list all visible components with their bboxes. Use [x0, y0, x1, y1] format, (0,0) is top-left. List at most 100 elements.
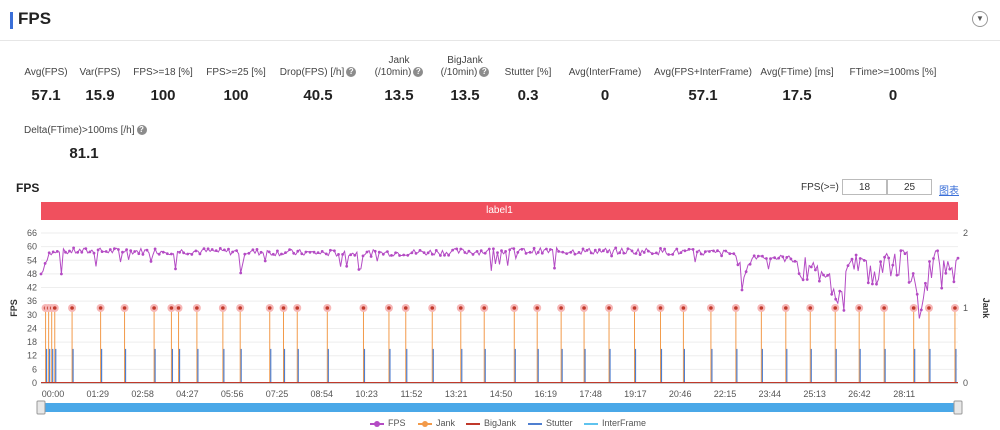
fps-point	[585, 248, 589, 252]
fps-point	[483, 251, 487, 255]
section-header: FPS ▼	[0, 0, 1000, 41]
fps-point	[345, 264, 349, 268]
help-icon[interactable]: ?	[413, 67, 424, 78]
fps-point	[406, 253, 410, 257]
legend-item-interframe[interactable]: InterFrame	[584, 418, 646, 428]
fps-point	[137, 252, 141, 256]
bigjank-point	[953, 306, 957, 310]
fps-point	[805, 278, 809, 281]
stat-label-sub: (/10min)?	[339, 67, 459, 79]
x-tick-label: 19:17	[624, 389, 647, 399]
x-tick-label: 14:50	[490, 389, 513, 399]
help-icon[interactable]: ?	[136, 125, 147, 136]
fps-point	[622, 251, 626, 255]
fps-point	[496, 251, 499, 255]
fps-point	[223, 248, 226, 252]
fps-point	[365, 250, 369, 254]
legend-item-fps[interactable]: FPS	[370, 418, 406, 428]
fps-point	[55, 250, 59, 253]
x-tick-label: 28:11	[893, 389, 915, 399]
fps-point	[361, 254, 365, 258]
threshold-low-input[interactable]	[842, 179, 887, 195]
bigjank-point	[734, 306, 738, 310]
stat-label: FPS>=18 [%]	[133, 67, 193, 78]
fps-point	[891, 263, 895, 267]
fps-point	[157, 252, 161, 256]
fps-point	[683, 249, 687, 253]
fps-point	[117, 248, 120, 251]
fps-point	[463, 251, 467, 254]
fps-point	[447, 253, 450, 257]
stat-value: 57.1	[31, 87, 61, 104]
fps-point	[781, 255, 785, 259]
fps-point	[439, 254, 442, 257]
bigjank-point	[122, 306, 127, 310]
fps-point	[214, 249, 218, 253]
y-axis-label: FPS	[9, 299, 19, 317]
bigjank-point	[98, 306, 103, 310]
fps-point	[646, 249, 650, 253]
legend-item-jank[interactable]: Jank	[418, 418, 455, 428]
fps-point	[51, 250, 55, 254]
fps-point	[300, 252, 304, 256]
fps-point	[316, 251, 320, 255]
fps-point	[194, 249, 198, 253]
fps-point	[304, 250, 308, 254]
stat-label: Var(FPS)	[79, 67, 121, 78]
fps-point	[80, 250, 84, 254]
legend-label: Stutter	[546, 418, 573, 428]
fps-point	[887, 256, 891, 260]
stat-value: 40.5	[303, 87, 333, 104]
label-band[interactable]: label1	[41, 202, 958, 220]
fps-point	[235, 249, 239, 253]
bigjank-point	[882, 306, 886, 310]
fps-point	[761, 254, 764, 258]
y-tick-label: 60	[27, 242, 37, 252]
fps-point	[598, 248, 601, 252]
fps-point	[610, 254, 613, 258]
help-icon[interactable]: ?	[479, 67, 490, 78]
fps-point	[267, 250, 271, 254]
bigjank-point	[267, 306, 272, 310]
fps-point	[650, 252, 654, 256]
help-icon[interactable]: ?	[346, 67, 357, 78]
bigjank-point	[152, 306, 156, 310]
legend-item-bigjank[interactable]: BigJank	[466, 418, 516, 428]
fps-point	[516, 251, 520, 254]
fps-point	[161, 250, 165, 254]
stat-ftime-100ms: FTime>=100ms [%] 0	[833, 67, 953, 104]
fps-point	[581, 247, 585, 251]
stat-value: 17.5	[782, 87, 812, 104]
fps-point	[292, 251, 296, 255]
chart-link[interactable]: 图表	[939, 186, 959, 197]
y2-axis-label: Jank	[981, 298, 991, 320]
fps-point	[659, 247, 662, 250]
fps-point	[353, 253, 357, 257]
x-tick-label: 08:54	[311, 389, 334, 399]
fps-point	[712, 249, 715, 253]
stat-value: 100	[223, 87, 249, 104]
x-tick-label: 17:48	[579, 389, 602, 399]
chevron-down-icon[interactable]: ▼	[972, 11, 988, 27]
fps-point	[871, 282, 874, 286]
stat-value: 0.3	[517, 87, 539, 104]
bigjank-point	[911, 306, 916, 310]
legend-item-stutter[interactable]: Stutter	[528, 418, 573, 428]
bigjank-point	[458, 306, 463, 310]
fps-point	[883, 255, 886, 259]
bigjank-point	[482, 306, 487, 310]
threshold-high-input[interactable]	[887, 179, 932, 195]
fps-point	[924, 281, 927, 285]
zoom-handle-right[interactable]	[953, 400, 963, 415]
stat-value: 81.1	[69, 145, 99, 162]
fps-point	[121, 250, 124, 254]
zoom-handle-left[interactable]	[36, 400, 46, 415]
fps-point	[858, 257, 862, 260]
bigjank-point	[681, 306, 686, 310]
fps-point	[691, 248, 695, 251]
fps-point	[410, 251, 414, 255]
fps-point	[475, 250, 479, 253]
fps-point	[724, 249, 728, 253]
zoom-slider-track[interactable]	[41, 403, 958, 412]
fps-point	[381, 252, 385, 256]
